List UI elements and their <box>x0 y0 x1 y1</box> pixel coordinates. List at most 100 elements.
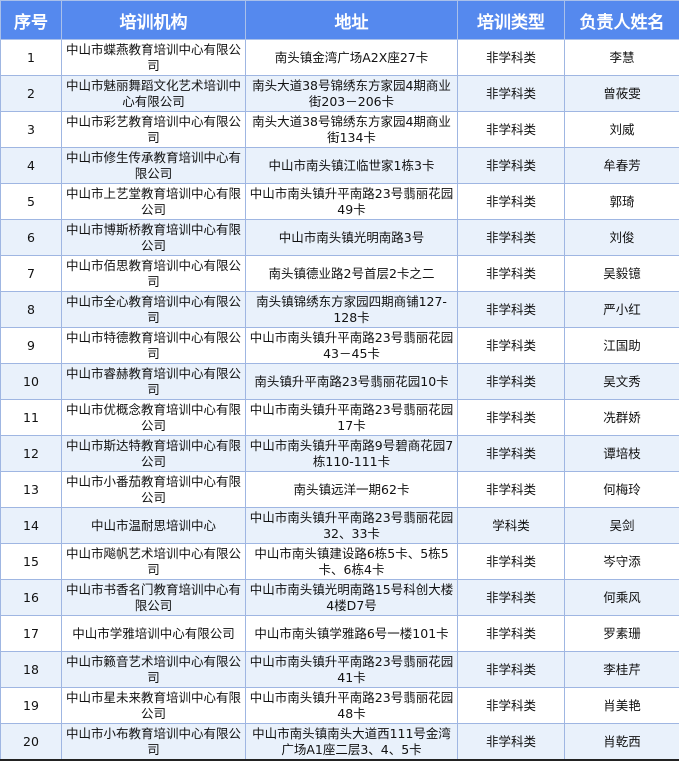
cell-address: 中山市南头镇光明南路15号科创大楼4楼D7号 <box>245 579 458 616</box>
cell-person: 何乘风 <box>564 579 679 616</box>
cell-person: 吴文秀 <box>564 363 679 400</box>
cell-institution: 中山市博斯桥教育培训中心有限公司 <box>61 219 246 256</box>
cell-person: 岑守添 <box>564 543 679 580</box>
header-index: 序号 <box>0 0 62 40</box>
cell-index: 11 <box>0 399 62 436</box>
table-row: 9 中山市特德教育培训中心有限公司 中山市南头镇升平南路23号翡丽花园43－45卡非… <box>0 327 679 364</box>
table-row: 1 中山市蝶燕教育培训中心有限公司 南头镇金湾广场A2X座27卡 非学科类 李慧 <box>0 39 679 76</box>
cell-index: 20 <box>0 723 62 761</box>
cell-institution: 中山市小番茄教育培训中心有限公司 <box>61 471 246 508</box>
cell-type: 非学科类 <box>457 723 565 761</box>
cell-address: 南头镇金湾广场A2X座27卡 <box>245 39 458 76</box>
cell-person: 刘俊 <box>564 219 679 256</box>
cell-address: 中山市南头镇升平南路9号碧商花园7栋110-111卡 <box>245 435 458 472</box>
cell-index: 1 <box>0 39 62 76</box>
cell-institution: 中山市籁音艺术培训中心有限公司 <box>61 651 246 688</box>
table-row: 11 中山市优概念教育培训中心有限公司 中山市南头镇升平南路23号翡丽花园17卡 非学… <box>0 399 679 436</box>
table-row: 12 中山市斯达特教育培训中心有限公司 中山市南头镇升平南路9号碧商花园7栋110-… <box>0 435 679 472</box>
cell-index: 12 <box>0 435 62 472</box>
cell-address: 中山市南头镇升平南路23号翡丽花园17卡 <box>245 399 458 436</box>
cell-person: 刘威 <box>564 111 679 148</box>
header-type: 培训类型 <box>457 0 565 40</box>
cell-index: 16 <box>0 579 62 616</box>
cell-type: 非学科类 <box>457 471 565 508</box>
cell-institution: 中山市全心教育培训中心有限公司 <box>61 291 246 328</box>
cell-index: 10 <box>0 363 62 400</box>
cell-index: 15 <box>0 543 62 580</box>
cell-address: 中山市南头镇光明南路3号 <box>245 219 458 256</box>
cell-address: 南头镇远洋一期62卡 <box>245 471 458 508</box>
cell-address: 中山市南头镇南头大道西111号金湾广场A1座二层3、4、5卡 <box>245 723 458 761</box>
cell-institution: 中山市飚帆艺术培训中心有限公司 <box>61 543 246 580</box>
table-row: 8 中山市全心教育培训中心有限公司 南头镇锦绣东方家园四期商铺127-128卡 非学科… <box>0 291 679 328</box>
table-row: 4 中山市修生传承教育培训中心有限公司 中山市南头镇江临世家1栋3卡 非学科类 牟春芳 <box>0 147 679 184</box>
cell-index: 9 <box>0 327 62 364</box>
table-row: 14 中山市温耐思培训中心 中山市南头镇升平南路23号翡丽花园32、33卡 学科类 吴剑 <box>0 507 679 544</box>
cell-index: 7 <box>0 255 62 292</box>
cell-institution: 中山市星未来教育培训中心有限公司 <box>61 687 246 724</box>
cell-person: 牟春芳 <box>564 147 679 184</box>
cell-person: 吴剑 <box>564 507 679 544</box>
cell-institution: 中山市斯达特教育培训中心有限公司 <box>61 435 246 472</box>
cell-person: 李慧 <box>564 39 679 76</box>
table-row: 7 中山市佰思教育培训中心有限公司 南头镇德业路2号首层2卡之二 非学科类 吴毅镱 <box>0 255 679 292</box>
cell-institution: 中山市书香名门教育培训中心有限公司 <box>61 579 246 616</box>
cell-type: 非学科类 <box>457 363 565 400</box>
cell-address: 中山市南头镇学雅路6号一楼101卡 <box>245 615 458 652</box>
cell-address: 中山市南头镇升平南路23号翡丽花园49卡 <box>245 183 458 220</box>
cell-type: 非学科类 <box>457 687 565 724</box>
cell-type: 非学科类 <box>457 327 565 364</box>
cell-address: 南头镇升平南路23号翡丽花园10卡 <box>245 363 458 400</box>
header-person: 负责人姓名 <box>564 0 679 40</box>
cell-address: 中山市南头镇江临世家1栋3卡 <box>245 147 458 184</box>
cell-institution: 中山市特德教育培训中心有限公司 <box>61 327 246 364</box>
cell-type: 非学科类 <box>457 75 565 112</box>
cell-person: 郭琦 <box>564 183 679 220</box>
cell-institution: 中山市小布教育培训中心有限公司 <box>61 723 246 761</box>
cell-address: 中山市南头镇升平南路23号翡丽花园32、33卡 <box>245 507 458 544</box>
cell-type: 非学科类 <box>457 399 565 436</box>
header-row: 序号 培训机构 地址 培训类型 负责人姓名 <box>0 0 679 40</box>
cell-person: 罗素珊 <box>564 615 679 652</box>
cell-institution: 中山市温耐思培训中心 <box>61 507 246 544</box>
cell-person: 肖美艳 <box>564 687 679 724</box>
table-row: 18 中山市籁音艺术培训中心有限公司 中山市南头镇升平南路23号翡丽花园41卡 非学科… <box>0 651 679 688</box>
table-row: 19 中山市星未来教育培训中心有限公司 中山市南头镇升平南路23号翡丽花园48卡 非学… <box>0 687 679 724</box>
cell-type: 学科类 <box>457 507 565 544</box>
cell-type: 非学科类 <box>457 291 565 328</box>
cell-institution: 中山市学雅培训中心有限公司 <box>61 615 246 652</box>
cell-index: 8 <box>0 291 62 328</box>
cell-person: 肖乾西 <box>564 723 679 761</box>
table-row: 13 中山市小番茄教育培训中心有限公司 南头镇远洋一期62卡 非学科类 何梅玲 <box>0 471 679 508</box>
cell-index: 19 <box>0 687 62 724</box>
cell-institution: 中山市佰思教育培训中心有限公司 <box>61 255 246 292</box>
cell-address: 南头镇锦绣东方家园四期商铺127-128卡 <box>245 291 458 328</box>
cell-address: 南头镇德业路2号首层2卡之二 <box>245 255 458 292</box>
cell-index: 2 <box>0 75 62 112</box>
cell-type: 非学科类 <box>457 147 565 184</box>
cell-type: 非学科类 <box>457 579 565 616</box>
table-row: 5 中山市上艺堂教育培训中心有限公司 中山市南头镇升平南路23号翡丽花园49卡 非学科… <box>0 183 679 220</box>
cell-person: 谭培枝 <box>564 435 679 472</box>
cell-person: 何梅玲 <box>564 471 679 508</box>
cell-institution: 中山市蝶燕教育培训中心有限公司 <box>61 39 246 76</box>
table-row: 6 中山市博斯桥教育培训中心有限公司 中山市南头镇光明南路3号 非学科类 刘俊 <box>0 219 679 256</box>
cell-index: 5 <box>0 183 62 220</box>
cell-address: 南头大道38号锦绣东方家园4期商业街203－206卡 <box>245 75 458 112</box>
cell-address: 中山市南头镇升平南路23号翡丽花园48卡 <box>245 687 458 724</box>
cell-type: 非学科类 <box>457 39 565 76</box>
cell-address: 中山市南头镇建设路6栋5卡、5栋5卡、6栋4卡 <box>245 543 458 580</box>
cell-index: 13 <box>0 471 62 508</box>
cell-index: 18 <box>0 651 62 688</box>
table-row: 16 中山市书香名门教育培训中心有限公司 中山市南头镇光明南路15号科创大楼4楼D7… <box>0 579 679 616</box>
cell-person: 严小红 <box>564 291 679 328</box>
cell-type: 非学科类 <box>457 435 565 472</box>
cell-institution: 中山市修生传承教育培训中心有限公司 <box>61 147 246 184</box>
cell-type: 非学科类 <box>457 651 565 688</box>
header-institution: 培训机构 <box>61 0 246 40</box>
table-row: 20 中山市小布教育培训中心有限公司 中山市南头镇南头大道西111号金湾广场A1座二… <box>0 723 679 761</box>
cell-institution: 中山市魅丽舞蹈文化艺术培训中心有限公司 <box>61 75 246 112</box>
table-row: 15 中山市飚帆艺术培训中心有限公司 中山市南头镇建设路6栋5卡、5栋5卡、6栋4卡… <box>0 543 679 580</box>
cell-type: 非学科类 <box>457 543 565 580</box>
